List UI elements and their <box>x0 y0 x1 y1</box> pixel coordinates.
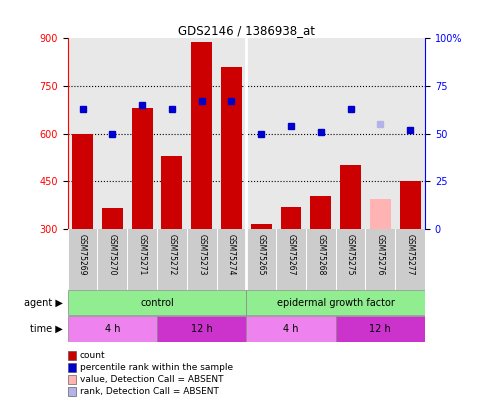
Text: GSM75270: GSM75270 <box>108 234 117 275</box>
Text: 4 h: 4 h <box>283 324 299 334</box>
Bar <box>72 134 93 229</box>
Text: GSM75269: GSM75269 <box>78 234 87 275</box>
Text: GSM75274: GSM75274 <box>227 234 236 275</box>
Text: GSM75275: GSM75275 <box>346 234 355 275</box>
Bar <box>221 67 242 229</box>
Text: GSM75271: GSM75271 <box>138 234 146 275</box>
Text: 4 h: 4 h <box>104 324 120 334</box>
Title: GDS2146 / 1386938_at: GDS2146 / 1386938_at <box>178 24 315 37</box>
Text: agent ▶: agent ▶ <box>24 298 63 308</box>
Text: control: control <box>140 298 174 308</box>
Bar <box>246 316 336 342</box>
Text: GSM75272: GSM75272 <box>168 234 176 275</box>
Bar <box>311 196 331 229</box>
Text: percentile rank within the sample: percentile rank within the sample <box>80 363 233 372</box>
Text: 12 h: 12 h <box>369 324 391 334</box>
Bar <box>191 42 212 229</box>
Bar <box>251 224 271 229</box>
Text: rank, Detection Call = ABSENT: rank, Detection Call = ABSENT <box>80 387 219 396</box>
Text: GSM75267: GSM75267 <box>286 234 296 275</box>
Bar <box>68 316 157 342</box>
Text: GSM75276: GSM75276 <box>376 234 385 275</box>
Bar <box>281 207 301 229</box>
Text: GSM75265: GSM75265 <box>257 234 266 275</box>
Text: value, Detection Call = ABSENT: value, Detection Call = ABSENT <box>80 375 223 384</box>
Text: epidermal growth factor: epidermal growth factor <box>277 298 395 308</box>
Text: GSM75268: GSM75268 <box>316 234 325 275</box>
Bar <box>336 316 425 342</box>
Bar <box>400 181 421 229</box>
Bar <box>370 199 391 229</box>
Bar <box>340 165 361 229</box>
Bar <box>68 290 246 315</box>
Bar <box>246 290 425 315</box>
Bar <box>157 316 246 342</box>
Text: GSM75277: GSM75277 <box>406 234 414 275</box>
Text: count: count <box>80 351 105 360</box>
Bar <box>161 156 182 229</box>
Text: 12 h: 12 h <box>191 324 213 334</box>
Bar <box>132 108 153 229</box>
Text: GSM75273: GSM75273 <box>197 234 206 275</box>
Bar <box>102 208 123 229</box>
Text: time ▶: time ▶ <box>30 324 63 334</box>
